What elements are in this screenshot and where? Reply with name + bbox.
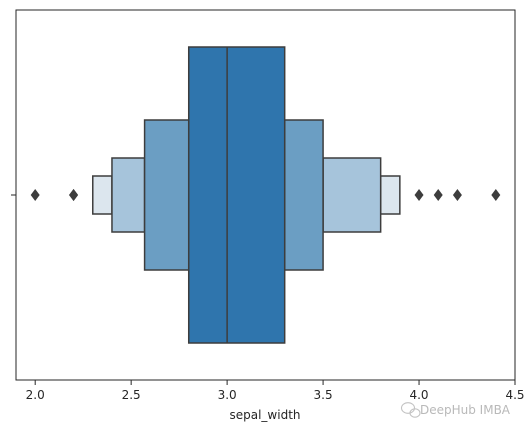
outlier-point bbox=[491, 189, 501, 201]
outlier-point bbox=[452, 189, 462, 201]
outlier-point bbox=[69, 189, 79, 201]
x-axis-label: sepal_width bbox=[229, 408, 300, 422]
x-tick-label: 2.5 bbox=[122, 388, 141, 402]
watermark: DeepHub IMBA bbox=[400, 402, 511, 418]
boxen-box bbox=[187, 46, 286, 344]
boxen-box bbox=[379, 175, 401, 215]
outlier-point bbox=[433, 189, 443, 201]
boxen-box bbox=[322, 157, 382, 233]
boxen-box bbox=[143, 119, 190, 271]
x-tick-label: 2.0 bbox=[26, 388, 45, 402]
outlier-point bbox=[30, 189, 40, 201]
x-tick-label: 4.0 bbox=[409, 388, 428, 402]
x-tick-label: 3.5 bbox=[314, 388, 333, 402]
outlier-point bbox=[414, 189, 424, 201]
boxen-levels bbox=[92, 46, 401, 344]
x-axis-ticks: 2.0 2.5 3.0 3.5 4.0 4.5 bbox=[26, 380, 525, 402]
watermark-text: DeepHub IMBA bbox=[420, 403, 511, 417]
wechat-icon bbox=[400, 402, 421, 418]
plot-area bbox=[11, 9, 516, 381]
x-tick-label: 3.0 bbox=[218, 388, 237, 402]
boxen-box bbox=[92, 175, 113, 215]
boxen-box bbox=[111, 157, 146, 233]
boxen-box bbox=[283, 119, 324, 271]
outlier-points bbox=[30, 189, 501, 201]
x-tick-label: 4.5 bbox=[505, 388, 524, 402]
